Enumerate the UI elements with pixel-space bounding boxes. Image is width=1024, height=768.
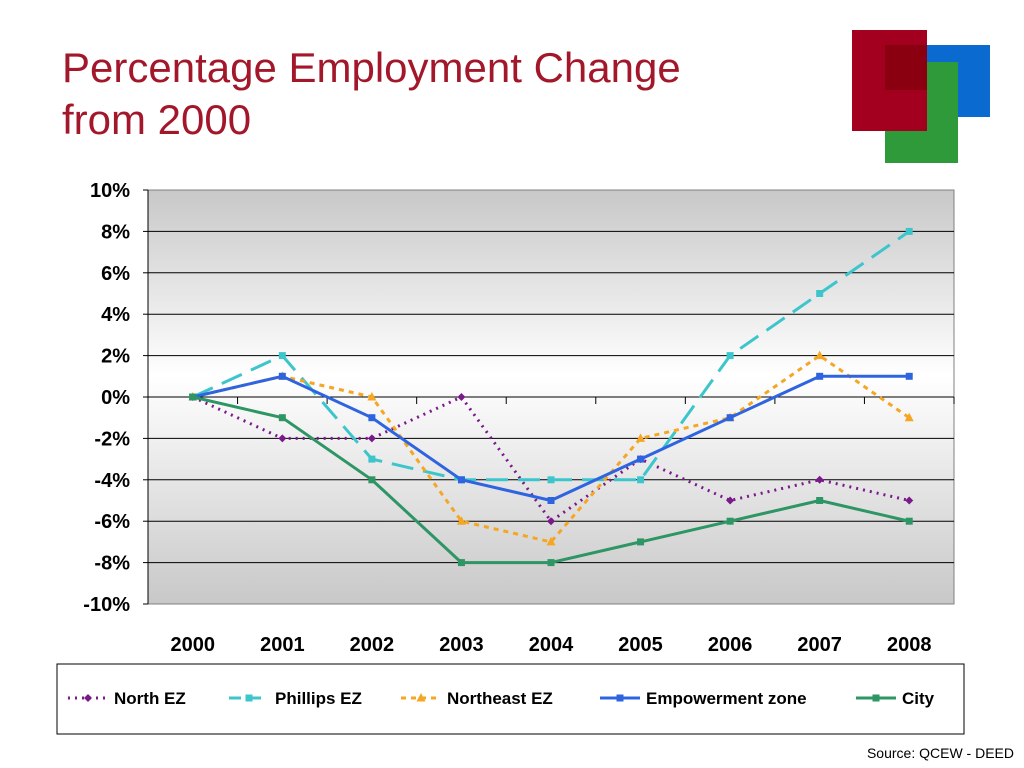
data-point xyxy=(816,290,824,297)
data-point xyxy=(278,352,286,360)
legend-label: Northeast EZ xyxy=(447,689,553,708)
x-tick-label: 2002 xyxy=(350,634,395,656)
logo-overlap-square xyxy=(885,45,927,90)
x-tick-label: 2006 xyxy=(708,634,753,656)
series-empowerment-zone xyxy=(189,372,913,504)
logo xyxy=(850,28,995,166)
data-point xyxy=(457,476,465,484)
y-tick-label: 10% xyxy=(90,180,130,202)
data-point xyxy=(816,372,824,380)
legend-marker xyxy=(872,694,880,702)
x-axis: 2000 2001 2002 2003 2004 2005 2006 2007 2008 xyxy=(147,396,955,656)
legend-marker xyxy=(245,694,253,702)
data-point xyxy=(278,434,287,443)
data-point xyxy=(367,434,376,443)
data-point xyxy=(368,455,376,463)
data-point xyxy=(816,497,824,504)
data-point xyxy=(457,393,466,401)
data-point xyxy=(637,476,645,484)
data-point xyxy=(367,392,377,401)
data-point xyxy=(547,517,555,526)
source-note: Source: QCEW - DEED xyxy=(866,745,1014,761)
legend-label: Empowerment zone xyxy=(646,689,807,708)
legend-item-empowerment-zone: Empowerment zone xyxy=(600,689,807,708)
data-point xyxy=(278,372,286,380)
data-point xyxy=(904,412,914,422)
data-point xyxy=(905,372,913,380)
x-tick-label: 2005 xyxy=(618,634,663,656)
y-tick-label: -10% xyxy=(83,594,130,616)
legend-item-north-ez: North EZ xyxy=(68,689,186,708)
y-tick-label: -8% xyxy=(94,553,130,575)
x-tick-label: 2008 xyxy=(887,634,932,656)
data-point xyxy=(905,496,914,505)
data-point xyxy=(457,559,465,567)
data-point xyxy=(815,475,824,484)
legend-label: North EZ xyxy=(114,689,186,708)
data-point xyxy=(189,393,197,401)
slide-title: Percentage Employment Change from 2000 xyxy=(62,42,782,146)
y-tick-label: -2% xyxy=(94,428,130,450)
legend-marker xyxy=(616,694,624,702)
line-chart: 10%8%6%4%2%0%-2%-4%-6%-8%-10% 2000 2001 20… xyxy=(56,180,965,735)
data-point xyxy=(636,433,646,442)
y-axis: 10% 8% 6% 4% 2% 0% -2% -4% -6% -8% -10% xyxy=(83,180,149,616)
y-tick-label: 4% xyxy=(101,304,130,326)
y-tick-label: -4% xyxy=(94,470,130,492)
title-line-2: from 2000 xyxy=(62,96,252,143)
title-line-1: Percentage Employment Change xyxy=(62,44,681,91)
legend-label: City xyxy=(902,689,935,708)
data-point xyxy=(726,352,734,360)
series-city xyxy=(189,393,913,567)
series-group xyxy=(188,227,914,567)
x-tick-label: 2003 xyxy=(439,634,484,656)
data-point xyxy=(547,559,555,567)
data-point xyxy=(368,414,376,422)
y-tick-label: 8% xyxy=(101,221,130,243)
x-tick-label: 2004 xyxy=(529,634,574,656)
legend-label: Phillips EZ xyxy=(275,689,362,708)
x-tick-label: 2001 xyxy=(260,634,305,656)
series-northeast-ez xyxy=(188,350,914,546)
legend-marker xyxy=(416,693,426,702)
data-point xyxy=(637,538,645,546)
legend-box xyxy=(56,663,965,735)
data-point xyxy=(905,227,913,235)
legend: North EZ Phillips EZ Northeast EZ Empowerme… xyxy=(68,689,935,708)
data-point xyxy=(905,517,913,525)
y-tick-label: 0% xyxy=(101,387,130,409)
data-point xyxy=(815,350,825,360)
data-point xyxy=(278,414,286,422)
data-point xyxy=(547,476,555,484)
data-point xyxy=(726,517,734,525)
x-tick-label: 2007 xyxy=(797,634,842,656)
y-tick-label: 6% xyxy=(101,263,130,285)
data-point xyxy=(547,497,555,504)
legend-item-northeast-ez: Northeast EZ xyxy=(401,689,553,708)
y-tick-label: 2% xyxy=(101,346,130,368)
data-point xyxy=(456,516,466,525)
data-point xyxy=(726,414,734,422)
data-point xyxy=(726,496,735,505)
series-line-north-ez xyxy=(192,395,910,523)
legend-marker xyxy=(84,694,92,702)
data-point xyxy=(637,455,645,463)
legend-item-city: City xyxy=(856,689,935,708)
x-tick-label: 2000 xyxy=(171,634,216,656)
series-line-northeast-ez xyxy=(192,354,911,544)
data-point xyxy=(546,536,556,546)
data-point xyxy=(368,476,376,484)
legend-item-phillips-ez: Phillips EZ xyxy=(229,689,362,708)
y-tick-label: -6% xyxy=(94,511,130,533)
